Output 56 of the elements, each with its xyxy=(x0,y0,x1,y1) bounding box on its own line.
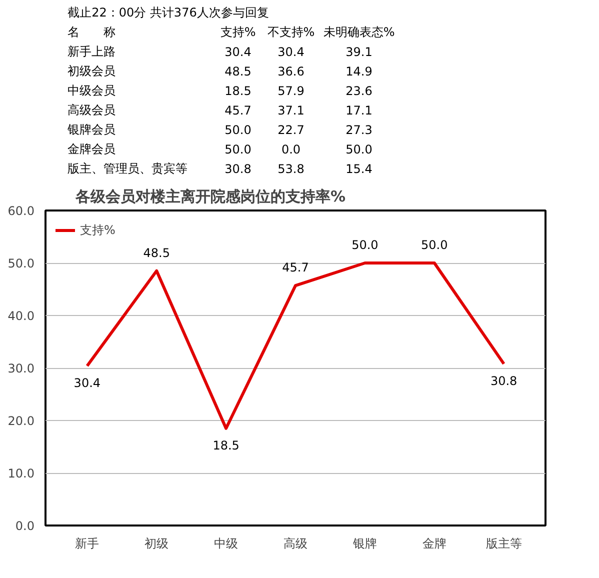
data-label: 15.4 xyxy=(346,162,372,176)
category-label: 高级会员 xyxy=(68,103,116,117)
data-label: 37.1 xyxy=(278,104,304,118)
data-label: 27.3 xyxy=(346,123,372,137)
data-label: 0.0 xyxy=(281,142,301,156)
x-tick-label: 版主等 xyxy=(486,536,522,550)
data-label: 36.6 xyxy=(278,64,304,78)
data-label: 45.7 xyxy=(224,104,252,118)
data-label: 30.8 xyxy=(224,162,252,176)
data-label: 18.5 xyxy=(212,438,240,452)
data-label: 39.1 xyxy=(346,45,372,59)
category-label: 版主、管理员、贵宾等 xyxy=(68,162,188,176)
data-label: 23.6 xyxy=(346,84,372,98)
data-label: 53.8 xyxy=(278,162,304,176)
category-label: 新手上路 xyxy=(68,44,116,58)
data-label: 50.0 xyxy=(352,238,378,252)
data-label: 45.7 xyxy=(282,260,309,275)
y-tick-label: 10.0 xyxy=(8,466,34,480)
legend-label: 支持% xyxy=(80,222,116,238)
x-tick-label: 金牌 xyxy=(422,536,446,550)
category-label: 金牌会员 xyxy=(68,142,116,156)
data-label: 14.9 xyxy=(346,64,372,78)
text: 截止22：00分 共计376人次参与回复 xyxy=(68,6,269,20)
x-tick-label: 新手 xyxy=(75,536,100,550)
y-tick-label: 0.0 xyxy=(15,519,35,533)
chart-title: 各级会员对楼主离开院感岗位的支持率% xyxy=(74,188,346,206)
data-label: 50.0 xyxy=(346,142,372,156)
y-tick-label: 20.0 xyxy=(8,414,34,428)
text: 名 称 xyxy=(68,25,116,39)
x-tick-label: 高级 xyxy=(284,536,308,550)
x-tick-label: 中级 xyxy=(214,536,238,550)
data-label: 50.0 xyxy=(224,123,252,137)
data-label: 18.5 xyxy=(224,84,252,98)
text: 不支持% xyxy=(267,25,315,39)
data-label: 22.7 xyxy=(278,123,304,137)
data-label: 48.5 xyxy=(224,64,252,78)
data-label: 57.9 xyxy=(278,84,304,98)
text: 支持% xyxy=(220,25,256,39)
category-label: 初级会员 xyxy=(68,64,116,78)
y-tick-label: 40.0 xyxy=(8,309,34,323)
text: 未明确表态% xyxy=(323,25,395,39)
data-label: 30.8 xyxy=(490,374,518,388)
data-label: 30.4 xyxy=(278,45,304,59)
y-tick-label: 30.0 xyxy=(8,362,34,376)
y-tick-label: 60.0 xyxy=(8,204,34,218)
data-label: 30.4 xyxy=(224,45,252,59)
category-label: 银牌会员 xyxy=(66,122,116,136)
data-label: 30.4 xyxy=(74,376,101,390)
x-tick-label: 初级 xyxy=(144,536,169,550)
data-label: 48.5 xyxy=(143,246,170,260)
data-label: 50.0 xyxy=(224,142,252,156)
data-label: 50.0 xyxy=(421,238,448,252)
x-tick-label: 银牌 xyxy=(352,536,377,550)
category-label: 中级会员 xyxy=(68,84,116,98)
y-tick-label: 50.0 xyxy=(8,256,34,270)
data-label: 17.1 xyxy=(346,104,372,118)
